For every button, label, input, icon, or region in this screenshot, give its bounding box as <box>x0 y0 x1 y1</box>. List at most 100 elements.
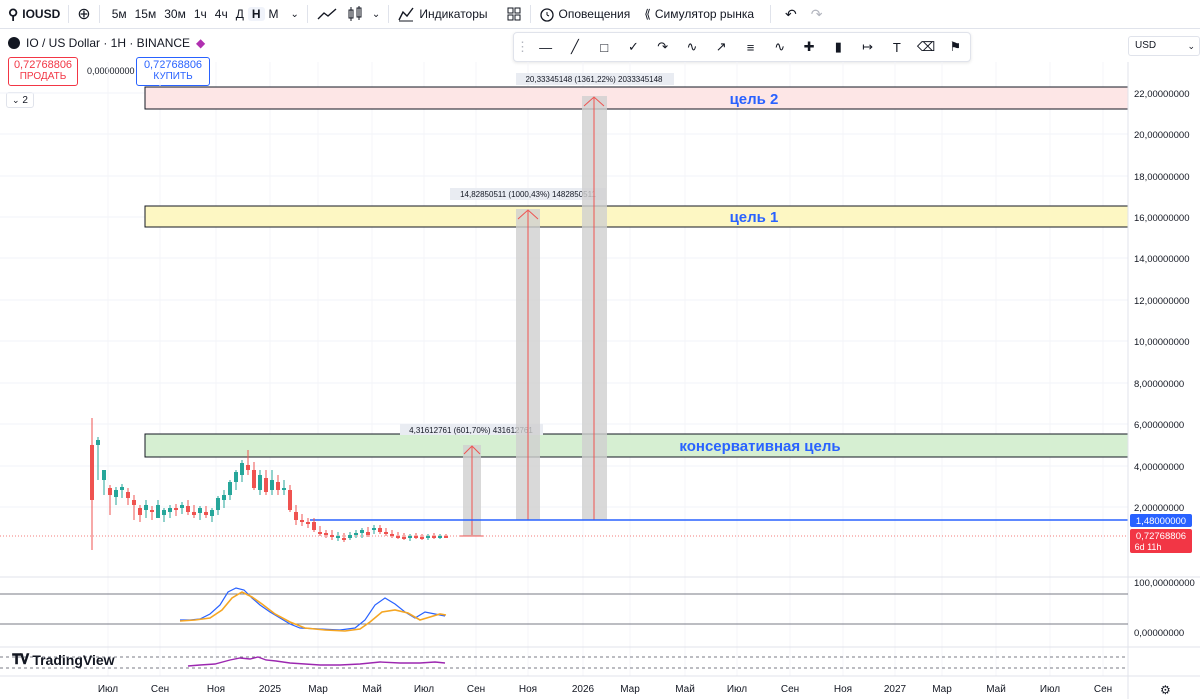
drag-handle[interactable]: ⋮ <box>516 39 529 54</box>
timeframe-5[interactable]: Д <box>235 7 244 21</box>
candle-body <box>192 512 196 515</box>
measure-1-label: 4,31612761 (601,70%) 431612761 <box>409 426 533 435</box>
conservative-zone: консервативная цель <box>144 433 1129 458</box>
time-tick: Сен <box>781 684 799 695</box>
eraser-icon[interactable]: ⌫ <box>916 39 936 54</box>
candle-body <box>336 536 340 538</box>
branding-label: TradingView <box>32 651 115 668</box>
ray-icon[interactable]: ↗ <box>715 39 727 54</box>
replay-button[interactable]: ⟪ Симулятор рынка <box>640 0 758 28</box>
candle-body <box>348 535 352 538</box>
candle-body <box>294 512 298 520</box>
layouts-button[interactable] <box>492 0 526 28</box>
candle-body <box>330 535 334 537</box>
time-tick: Май <box>362 684 382 695</box>
pane3-line <box>187 656 446 667</box>
brush-icon[interactable]: ✓ <box>627 39 639 54</box>
candle-body <box>258 475 262 490</box>
symbol-search[interactable]: ⚲ IOUSD <box>0 0 64 28</box>
chevron-down-icon: ⌄ <box>12 95 20 105</box>
candle-body <box>306 522 310 524</box>
candle-body <box>438 536 442 538</box>
timeframe-0[interactable]: 5м <box>111 7 127 21</box>
time-tick: Май <box>986 684 1006 695</box>
price-axis: 22,00000000 20,00000000 18,00000000 16,0000… <box>1134 89 1189 514</box>
undo-icon: ↶ <box>785 5 797 22</box>
horizontal-line-icon[interactable]: — <box>539 39 553 55</box>
time-tick: Ноя <box>519 684 537 695</box>
trend-line-icon[interactable]: ╱ <box>570 39 579 54</box>
candle-body <box>150 510 154 512</box>
redo-button[interactable]: ↷ <box>807 0 827 28</box>
candle-body <box>246 465 250 470</box>
indicators-button[interactable]: Индикаторы <box>393 0 491 28</box>
measure-3-label: 20,33345148 (1361,22%) 2033345148 <box>525 75 663 84</box>
candle-body <box>372 528 376 530</box>
hline-price-tag: 1,48000000 <box>1130 514 1192 527</box>
candle-body <box>132 500 136 505</box>
timeframe-3[interactable]: 1ч <box>193 7 207 21</box>
candles-icon <box>348 6 362 21</box>
timeframe-7[interactable]: М <box>268 7 279 21</box>
zone-1-rect <box>144 205 1129 228</box>
measure-3-label-bg <box>516 73 674 85</box>
measure-1-arrow <box>463 445 481 455</box>
crosshair-icon[interactable]: ✚ <box>803 39 815 54</box>
zone-2-rect <box>144 86 1129 110</box>
candle-body <box>324 533 328 535</box>
timeframe-6[interactable]: Н <box>247 7 265 21</box>
exchange-logo-icon: ◆ <box>196 36 206 50</box>
time-tick: Мар <box>620 684 640 695</box>
timeframe-dropdown[interactable]: ⌄ <box>287 0 303 28</box>
rectangle-icon[interactable]: □ <box>600 39 609 55</box>
osc-axis-0: 0,00000000 <box>1134 628 1184 639</box>
candle-body <box>312 522 316 530</box>
pattern-icon[interactable]: ∿ <box>774 39 786 54</box>
tradingview-logo: 𝐓𝐕 TradingView <box>12 651 115 668</box>
candle-body <box>162 510 166 515</box>
text-icon[interactable]: T <box>892 39 901 55</box>
price-tick: 20,00000000 <box>1134 130 1189 141</box>
buy-button[interactable]: 0,72768806 КУПИТЬ <box>136 57 210 86</box>
add-symbol-button[interactable]: ⊕ <box>73 0 94 28</box>
target-zone-2: цель 2 <box>144 86 1129 110</box>
candles-icon[interactable]: ▮ <box>834 39 842 54</box>
spread-value: 0,00000000 <box>87 66 135 76</box>
fib-icon[interactable]: ≡ <box>746 39 755 55</box>
time-tick: 2026 <box>572 684 595 695</box>
time-tick: Июл <box>727 684 747 695</box>
undo-button[interactable]: ↶ <box>781 0 801 28</box>
sell-button[interactable]: 0,72768806 ПРОДАТЬ <box>8 57 78 86</box>
top-toolbar: ⚲ IOUSD ⊕ 5м 15м 30м 1ч 4ч Д Н М ⌄ ⌄ Индикаторы… <box>0 0 1200 29</box>
candle-body <box>426 536 430 538</box>
candle-body <box>102 470 106 480</box>
alerts-button[interactable]: Оповещения <box>535 0 635 28</box>
target-zone-1: цель 1 <box>144 205 1129 228</box>
candle-body <box>138 508 142 515</box>
measure-icon[interactable]: ↦ <box>862 39 873 54</box>
measure-2-arrow <box>517 209 539 220</box>
gear-icon[interactable]: ⚙ <box>1160 683 1171 697</box>
symbol-title[interactable]: IO / US Dollar · 1H · BINANCE <box>26 36 191 50</box>
flag-icon[interactable]: ⚑ <box>949 39 962 54</box>
candle-type-button[interactable] <box>342 0 368 28</box>
osc-axis-100: 100,00000000 <box>1134 578 1195 589</box>
arc-icon[interactable]: ↷ <box>657 39 669 54</box>
chart-type-dropdown[interactable]: ⌄ <box>368 0 384 28</box>
measure-3-bar <box>582 96 607 520</box>
timeframe-group: 5м 15м 30м 1ч 4ч Д Н М <box>104 0 287 28</box>
candle-body <box>354 533 358 535</box>
timeframe-4[interactable]: 4ч <box>214 7 228 21</box>
candle-body <box>168 508 172 512</box>
collapse-indicators-button[interactable]: ⌄ 2 <box>6 92 34 108</box>
candle-body <box>414 536 418 538</box>
candle-body <box>360 530 364 533</box>
timeframe-1[interactable]: 15м <box>134 7 157 21</box>
line-chart-button[interactable] <box>312 0 342 28</box>
candle-body <box>108 488 112 495</box>
candle-body <box>222 495 226 500</box>
timeframe-2[interactable]: 30м <box>164 7 186 21</box>
currency-selector[interactable]: USD ⌄ <box>1128 36 1200 56</box>
path-icon[interactable]: ∿ <box>686 39 698 54</box>
